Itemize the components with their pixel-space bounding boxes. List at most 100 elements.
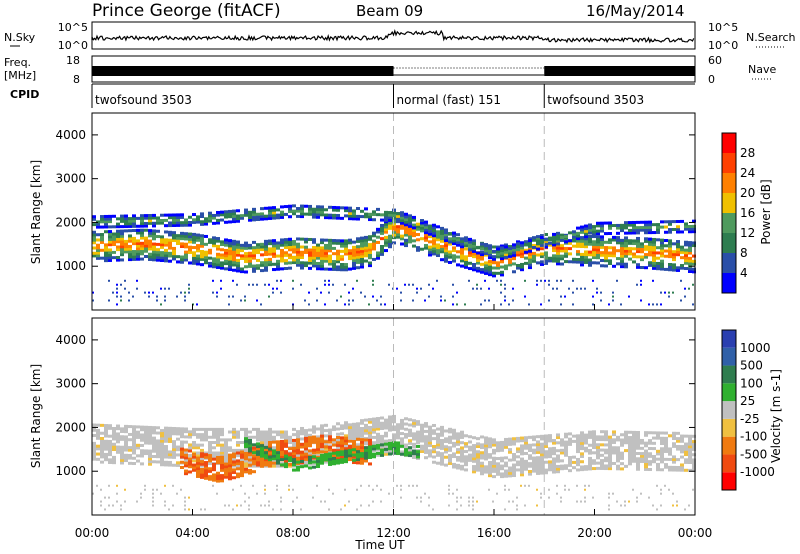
data-cell (164, 287, 166, 290)
data-cell (656, 251, 660, 255)
data-cell (612, 451, 616, 455)
data-cell (544, 439, 548, 443)
data-cell (212, 236, 216, 240)
data-cell (568, 239, 572, 243)
data-cell (460, 441, 464, 445)
data-cell (316, 261, 320, 265)
data-cell (612, 492, 614, 495)
data-cell (416, 222, 420, 226)
data-cell (96, 423, 100, 427)
data-cell (124, 443, 128, 447)
data-cell (504, 287, 506, 290)
data-cell (204, 474, 208, 478)
data-cell (276, 241, 280, 245)
data-cell (96, 434, 100, 438)
data-cell (108, 453, 112, 457)
data-cell (484, 271, 488, 275)
data-cell (576, 234, 580, 238)
data-cell (320, 259, 324, 263)
data-cell (600, 226, 604, 230)
data-cell (560, 238, 564, 242)
data-cell (144, 244, 148, 248)
data-cell (200, 470, 204, 474)
data-cell (148, 449, 152, 453)
data-cell (328, 448, 332, 452)
data-cell (328, 462, 332, 466)
data-cell (188, 508, 190, 511)
data-cell (352, 261, 356, 265)
data-cell (236, 217, 240, 221)
data-cell (204, 427, 208, 431)
data-cell (600, 264, 604, 268)
data-cell (676, 230, 680, 234)
data-cell (660, 455, 664, 459)
data-cell (440, 444, 444, 448)
data-cell (500, 443, 504, 447)
data-cell (232, 242, 236, 246)
data-cell (264, 488, 266, 491)
data-cell (304, 442, 308, 446)
data-cell (280, 455, 284, 459)
data-cell (556, 287, 558, 290)
data-cell (520, 473, 524, 477)
data-cell (176, 492, 178, 495)
data-cell (228, 472, 232, 476)
data-cell (116, 217, 120, 221)
data-cell (408, 418, 412, 422)
data-cell (280, 248, 284, 252)
data-cell (572, 279, 574, 282)
data-cell (152, 229, 156, 233)
data-cell (496, 261, 500, 265)
data-cell (348, 423, 352, 427)
data-cell (220, 460, 224, 464)
data-cell (688, 445, 692, 449)
data-cell (556, 259, 560, 263)
data-cell (524, 444, 528, 448)
data-cell (220, 427, 224, 431)
data-cell (104, 431, 108, 435)
data-cell (632, 436, 636, 440)
data-cell (200, 443, 204, 447)
data-cell (668, 249, 672, 253)
data-cell (252, 210, 256, 214)
data-cell (260, 446, 264, 450)
data-cell (636, 433, 640, 437)
data-cell (300, 508, 302, 511)
data-cell (628, 231, 632, 235)
data-cell (584, 235, 588, 239)
data-cell (244, 433, 248, 437)
data-cell (280, 215, 284, 219)
data-cell (540, 252, 544, 256)
data-cell (460, 433, 464, 437)
data-cell (228, 303, 230, 306)
data-cell (364, 212, 368, 216)
data-cell (96, 238, 100, 242)
data-cell (204, 453, 208, 457)
data-cell (128, 234, 132, 238)
data-cell (412, 434, 416, 438)
data-cell (584, 449, 588, 453)
data-cell (612, 264, 616, 268)
data-cell (376, 251, 380, 255)
data-cell (248, 251, 252, 255)
data-cell (660, 460, 664, 464)
data-cell (164, 434, 168, 438)
data-cell (504, 250, 508, 254)
data-cell (340, 454, 344, 458)
data-cell (460, 430, 464, 434)
data-cell (300, 245, 304, 249)
x-tick-label: 12:00 (376, 526, 411, 540)
data-cell (420, 226, 424, 230)
data-cell (488, 270, 492, 274)
data-cell (584, 239, 588, 243)
data-cell (168, 243, 172, 247)
data-cell (152, 232, 156, 236)
data-cell (556, 249, 560, 253)
data-cell (212, 484, 214, 487)
data-cell (480, 466, 484, 470)
data-cell (472, 459, 476, 463)
data-cell (300, 426, 304, 430)
data-cell (608, 496, 610, 499)
data-cell (376, 453, 380, 457)
data-cell (580, 447, 584, 451)
